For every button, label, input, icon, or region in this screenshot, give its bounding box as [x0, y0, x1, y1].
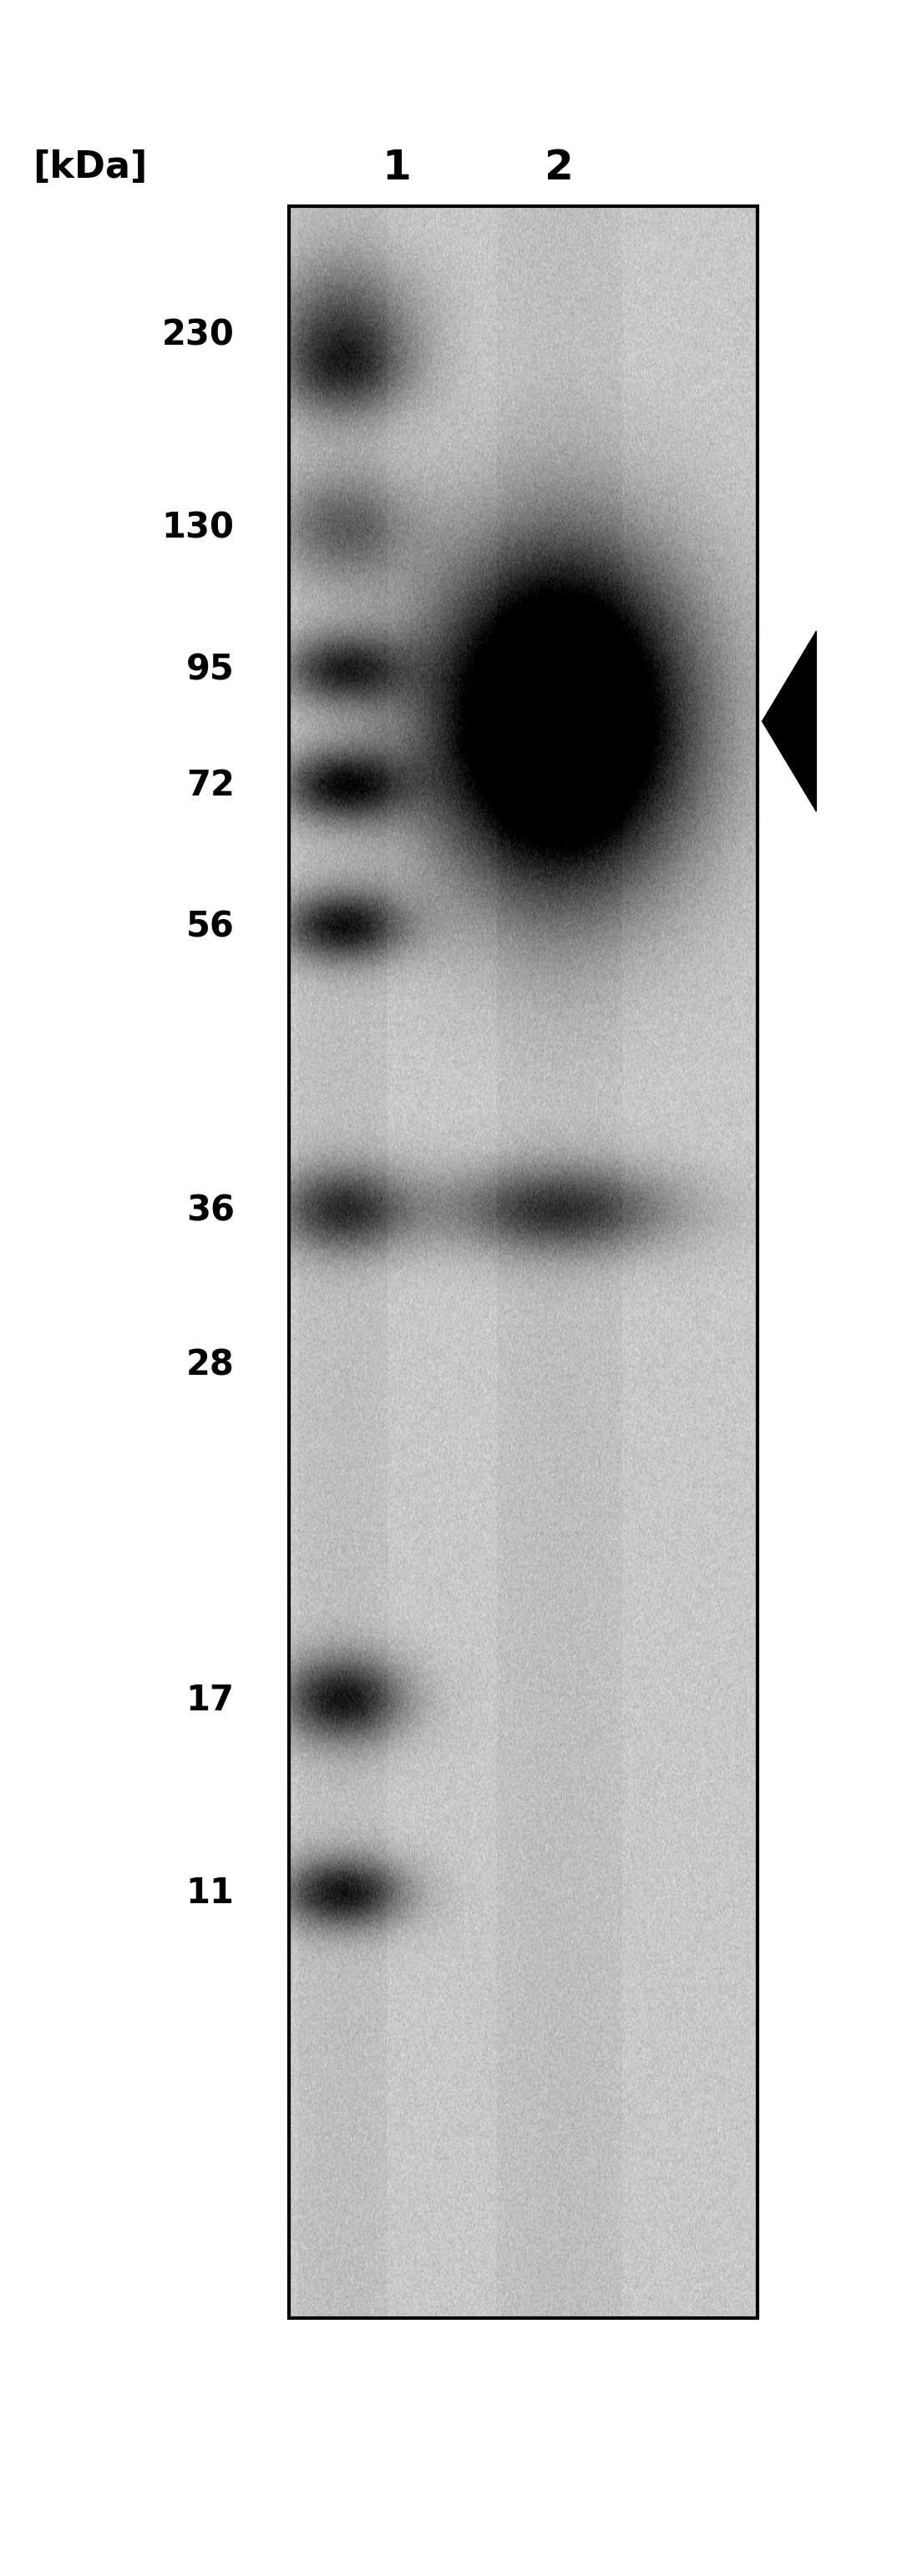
Text: 95: 95 — [187, 652, 235, 688]
Text: 36: 36 — [186, 1193, 235, 1229]
Text: 130: 130 — [161, 510, 235, 546]
Text: [kDa]: [kDa] — [32, 149, 148, 185]
Text: 72: 72 — [186, 768, 235, 804]
Bar — [289, 206, 758, 2318]
Text: 28: 28 — [186, 1347, 235, 1383]
Text: 1: 1 — [382, 147, 411, 188]
Text: 11: 11 — [186, 1875, 235, 1911]
Text: 230: 230 — [162, 317, 235, 353]
Text: 17: 17 — [186, 1682, 235, 1718]
Text: 56: 56 — [186, 909, 235, 945]
Text: 2: 2 — [545, 147, 574, 188]
Polygon shape — [762, 631, 816, 811]
